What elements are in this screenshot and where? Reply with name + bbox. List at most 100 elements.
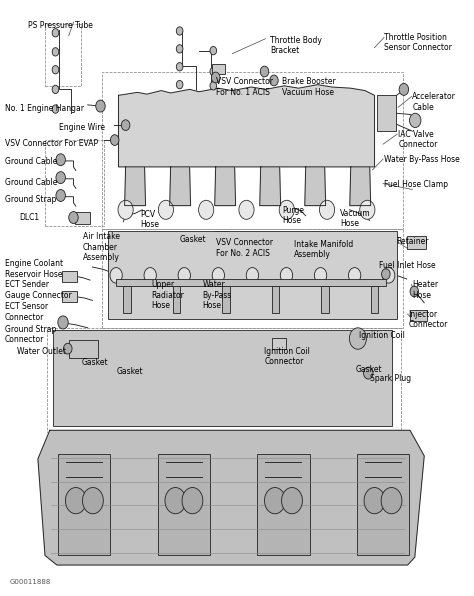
Circle shape [176,27,183,35]
Bar [158,454,210,555]
Circle shape [64,343,72,354]
Polygon shape [215,167,236,206]
Bar [116,279,386,286]
Text: Spark Plug: Spark Plug [370,374,411,383]
Circle shape [381,488,402,514]
Circle shape [314,268,327,283]
Text: Injector
Connector: Injector Connector [409,310,448,330]
Polygon shape [125,167,146,206]
Circle shape [319,200,335,219]
Circle shape [176,63,183,71]
Text: Retainer: Retainer [396,237,428,246]
Circle shape [52,105,59,113]
Circle shape [399,83,409,95]
Circle shape [239,200,254,219]
Circle shape [52,66,59,74]
Circle shape [165,488,186,514]
Circle shape [364,488,385,514]
Text: Fuel Hose Clamp: Fuel Hose Clamp [384,180,448,189]
Text: Throttle Body
Bracket: Throttle Body Bracket [270,36,322,55]
Circle shape [264,488,285,514]
Bar [69,340,98,358]
Bar [371,286,378,313]
Bar [215,231,228,241]
Text: Gasket: Gasket [356,365,382,374]
Circle shape [110,135,119,145]
Circle shape [121,120,130,131]
Bar [272,338,286,349]
Bar [173,286,180,313]
Text: Heater
Hose: Heater Hose [412,280,438,300]
Text: Upper
Radiator
Hose: Upper Radiator Hose [152,280,184,310]
Bar [53,330,392,426]
Text: PCV
Hose: PCV Hose [140,210,159,229]
Bar [272,286,279,313]
Text: Intake Manifold
Assembly: Intake Manifold Assembly [294,240,353,259]
Circle shape [144,268,156,283]
Text: Ground Strap: Ground Strap [5,195,56,204]
Circle shape [69,212,78,224]
Text: IAC Valve
Connector: IAC Valve Connector [398,130,438,150]
Bar [321,286,329,313]
Text: Ignition Coil: Ignition Coil [359,331,405,340]
Text: Fuel Inlet Hose: Fuel Inlet Hose [379,261,436,270]
Bar [222,286,230,313]
Text: Vacuum
Hose: Vacuum Hose [340,209,371,228]
Circle shape [246,268,259,283]
Circle shape [212,268,225,283]
Circle shape [349,328,366,349]
Text: ECT Sender
Gauge Connector: ECT Sender Gauge Connector [5,280,72,300]
Text: No. 1 Engine Hangar: No. 1 Engine Hangar [5,104,84,113]
Circle shape [65,488,86,514]
Polygon shape [118,85,374,167]
Circle shape [270,75,278,86]
Bar [62,271,77,282]
Text: Water Outlet: Water Outlet [17,347,65,356]
Circle shape [210,46,217,55]
Circle shape [210,67,217,76]
Polygon shape [170,167,191,206]
Bar [407,236,426,249]
Bar [212,64,225,74]
Circle shape [96,100,105,112]
Text: Gasket: Gasket [179,235,206,244]
Text: Ground Strap
Connector: Ground Strap Connector [5,325,56,344]
Circle shape [176,45,183,53]
Circle shape [178,268,191,283]
Circle shape [176,80,183,89]
Text: Air Intake
Chamber
Assembly: Air Intake Chamber Assembly [83,232,120,262]
Bar [58,454,110,555]
Circle shape [56,154,65,166]
Polygon shape [350,167,371,206]
Text: Water By-Pass Hose: Water By-Pass Hose [384,155,460,164]
Circle shape [210,82,217,90]
Circle shape [199,200,214,219]
Circle shape [182,488,203,514]
Circle shape [260,66,269,77]
Circle shape [211,72,220,83]
Circle shape [110,268,122,283]
Text: DLC1: DLC1 [19,213,39,222]
Circle shape [360,200,375,219]
Circle shape [280,268,292,283]
Circle shape [52,29,59,37]
Text: Brake Booster
Vacuum Hose: Brake Booster Vacuum Hose [282,77,336,97]
Bar [102,229,403,328]
Text: Ground Cable: Ground Cable [5,157,57,166]
Text: ECT Sensor
Connector: ECT Sensor Connector [5,302,48,322]
Circle shape [383,268,395,283]
Text: Gasket: Gasket [82,358,108,367]
Circle shape [56,172,65,184]
Polygon shape [260,167,281,206]
Polygon shape [305,167,326,206]
Text: Ground Cable: Ground Cable [5,178,57,187]
Circle shape [382,269,390,280]
Circle shape [410,286,419,297]
Text: Engine Coolant
Reservoir Hose: Engine Coolant Reservoir Hose [5,259,63,279]
Text: Accelerator
Cable: Accelerator Cable [412,92,456,112]
Circle shape [282,488,302,514]
Polygon shape [38,430,424,565]
Circle shape [158,200,173,219]
Text: Throttle Position
Sensor Connector: Throttle Position Sensor Connector [384,33,452,52]
Bar [357,454,409,555]
